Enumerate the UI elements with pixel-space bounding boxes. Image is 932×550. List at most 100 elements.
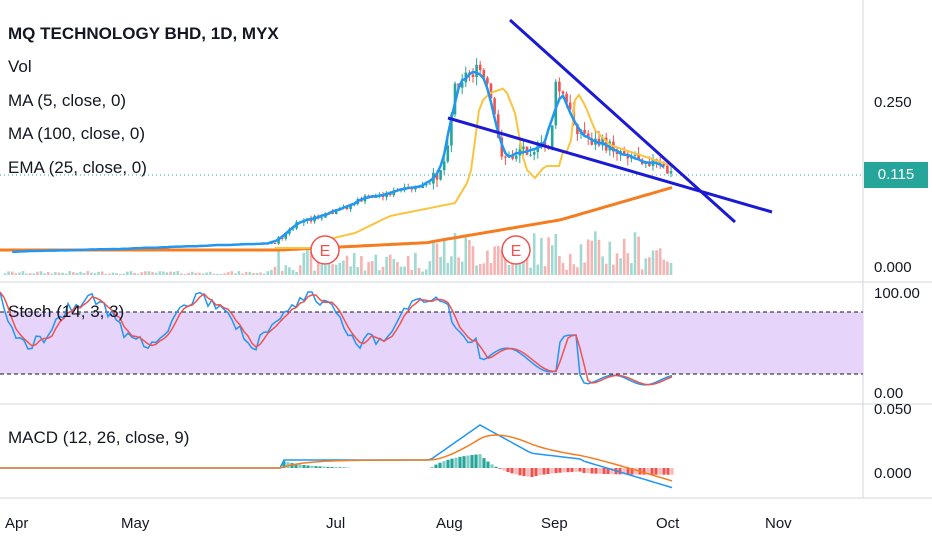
volume-bar xyxy=(381,266,385,275)
volume-bar xyxy=(295,271,298,275)
macd-pane[interactable] xyxy=(0,424,674,489)
volume-bar xyxy=(3,273,7,275)
volume-bar xyxy=(133,272,136,275)
time-tick-aug: Aug xyxy=(436,515,463,532)
volume-bar xyxy=(57,272,61,275)
volume-bar xyxy=(198,272,201,275)
macd-histogram-bar xyxy=(438,462,442,468)
macd-histogram-bar xyxy=(490,464,494,468)
candle-body xyxy=(522,146,525,150)
volume-bar xyxy=(435,243,439,275)
candle-body xyxy=(450,114,453,146)
macd-histogram-bar xyxy=(482,458,486,468)
candle-body xyxy=(558,81,561,92)
volume-bar xyxy=(252,272,255,275)
macd-histogram-bar xyxy=(510,468,514,474)
volume-bar xyxy=(320,256,324,275)
volume-bar xyxy=(223,273,226,275)
earnings-marker-label: E xyxy=(511,243,522,260)
volume-bar xyxy=(622,238,626,275)
macd-histogram-bar xyxy=(322,466,326,468)
macd-histogram-bar xyxy=(602,468,606,474)
volume-bar xyxy=(424,269,428,275)
volume-bar xyxy=(162,271,165,275)
macd-histogram-bar xyxy=(566,468,570,473)
stoch-pane[interactable] xyxy=(0,291,673,386)
volume-bar xyxy=(176,271,180,275)
volume-bar xyxy=(486,250,489,275)
time-tick-apr: Apr xyxy=(5,515,28,532)
macd-histogram-bar xyxy=(534,468,538,477)
volume-bar xyxy=(118,273,122,275)
volume-bar xyxy=(327,260,331,275)
volume-bar xyxy=(32,273,36,275)
volume-bar xyxy=(442,239,446,275)
ema25-line xyxy=(275,87,672,249)
volume-bar xyxy=(273,266,277,275)
volume-bar xyxy=(50,273,54,275)
macd-histogram-bar xyxy=(450,458,454,468)
volume-bar xyxy=(54,272,57,275)
volume-bar xyxy=(507,265,511,275)
macd-histogram-bar xyxy=(626,468,630,475)
volume-bar xyxy=(360,255,363,275)
macd-histogram-bar xyxy=(314,466,318,468)
volume-bar xyxy=(158,271,162,275)
candle-body xyxy=(648,162,651,167)
volume-bar xyxy=(302,252,306,275)
volume-bar xyxy=(270,270,273,275)
legend-ma5: MA (5, close, 0) xyxy=(8,91,127,110)
last-price-badge: 0.115 xyxy=(864,162,928,188)
volume-bar xyxy=(90,272,93,275)
volume-bar xyxy=(277,250,280,275)
macd-histogram-bar xyxy=(434,464,438,468)
macd-histogram-bar xyxy=(642,468,646,475)
volume-bar xyxy=(543,266,547,275)
macd-histogram-bar xyxy=(554,468,558,474)
macd-histogram-bar xyxy=(470,455,474,468)
volume-bar xyxy=(604,263,608,275)
volume-bar xyxy=(374,254,378,275)
macd-histogram-bar xyxy=(486,461,490,468)
candle-body xyxy=(424,184,428,186)
volume-bar xyxy=(111,272,115,275)
volume-bar xyxy=(626,253,630,275)
volume-bar xyxy=(450,256,453,275)
candle-body xyxy=(615,151,619,154)
macd-histogram-bar xyxy=(654,468,658,475)
volume-bar xyxy=(140,272,144,275)
volume-bar xyxy=(568,253,572,275)
volume-bar xyxy=(367,262,370,275)
volume-bar xyxy=(648,257,651,275)
volume-bar xyxy=(417,267,421,275)
candle-body xyxy=(428,183,432,185)
volume-bar xyxy=(565,269,568,275)
candle-body xyxy=(626,154,630,159)
macd-histogram-bar xyxy=(326,466,330,468)
stoch-band xyxy=(0,312,863,374)
stoch-tick-100: 100.00 xyxy=(874,285,920,302)
volume-bar xyxy=(342,260,345,275)
time-tick-oct: Oct xyxy=(656,515,680,532)
volume-bar xyxy=(324,264,327,275)
volume-bar xyxy=(262,273,266,275)
volume-bar xyxy=(669,262,673,275)
volume-bar xyxy=(97,271,100,275)
macd-histogram-bar xyxy=(542,468,546,475)
macd-histogram-bar xyxy=(618,468,622,475)
volume-bar xyxy=(370,261,374,275)
candle-body xyxy=(633,154,637,156)
volume-bar xyxy=(64,273,68,275)
candle-body xyxy=(345,207,349,210)
macd-histogram-bar xyxy=(466,455,470,468)
legend-macd: MACD (12, 26, close, 9) xyxy=(8,428,190,447)
candle-body xyxy=(331,212,334,214)
candle-body xyxy=(532,152,536,155)
volume-bar xyxy=(594,231,597,275)
candle-body xyxy=(446,145,450,162)
volume-bar xyxy=(410,269,414,275)
volume-bar xyxy=(464,237,468,275)
volume-bar xyxy=(597,239,601,275)
